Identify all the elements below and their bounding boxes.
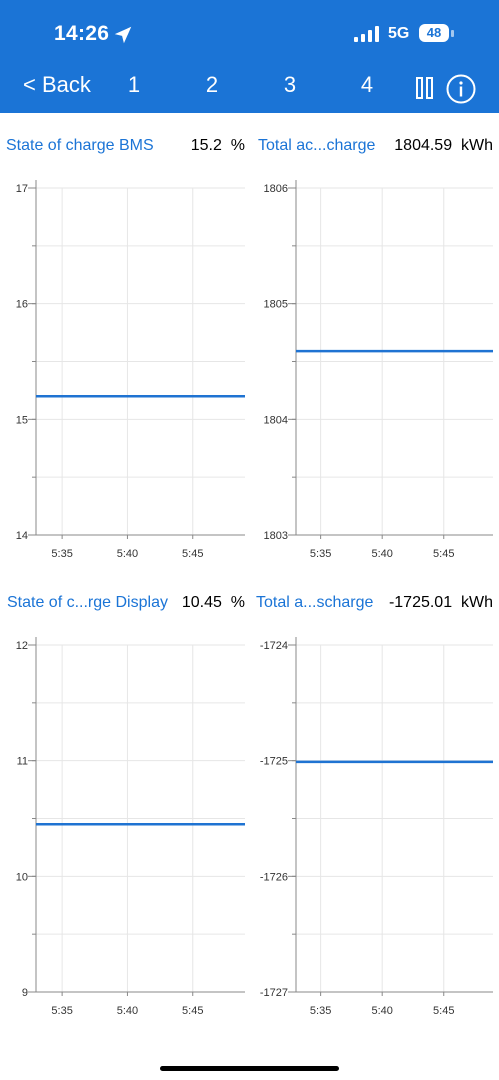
battery-icon: 48 [419, 24, 455, 44]
chart-2-ytick-label: 1805 [264, 299, 288, 311]
chart-2-ytick-label: 1804 [264, 414, 288, 426]
chart-2-unit: kWh [461, 137, 493, 154]
chart-3-ytick-label: 10 [16, 871, 28, 883]
chart-1-ytick-label: 15 [16, 414, 28, 426]
chart-3-ytick-label: 11 [17, 756, 28, 768]
chart-3-ytick-label: 9 [22, 987, 28, 999]
pause-icon[interactable] [416, 77, 434, 99]
chart-1-xtick-label: 5:45 [182, 548, 203, 560]
chart-4-xtick-label: 5:45 [433, 1005, 454, 1017]
chart-1-title: State of charge BMS [6, 137, 154, 154]
chart-4-value: -1725.01 kWh [380, 594, 493, 612]
tab-4[interactable]: 4 [360, 72, 374, 97]
chart-4-ytick-label: -1725 [260, 756, 288, 768]
chart-1-ytick-label: 14 [16, 530, 28, 542]
chart-3-title: State of c...rge Display [7, 594, 168, 611]
chart-1-ytick-label: 16 [16, 299, 28, 311]
chart-3-value: 10.45 % [170, 594, 245, 612]
chart-2-title: Total ac...charge [258, 137, 376, 154]
chart-4-unit: kWh [461, 594, 493, 611]
chart-3-xtick-label: 5:40 [117, 1005, 138, 1017]
signal-bars-icon [354, 26, 379, 42]
chart-2-xtick-label: 5:45 [433, 548, 454, 560]
back-button[interactable]: < Back [23, 72, 91, 97]
chart-4-ytick-label: -1726 [260, 871, 288, 883]
chart-1-ytick-label: 17 [16, 183, 28, 195]
home-indicator [160, 1066, 339, 1071]
chart-3-xtick-label: 5:45 [182, 1005, 203, 1017]
chart-1-value: 15.2 % [160, 137, 245, 155]
chart-2-value-number: 1804.59 [394, 137, 453, 154]
chart-3-unit: % [230, 594, 245, 611]
location-arrow-icon [114, 26, 132, 44]
battery-level: 48 [426, 25, 442, 40]
chart-3-ytick-label: 12 [16, 640, 28, 652]
chart-2-value: 1804.59 kWh [380, 137, 493, 155]
chart-2-ytick-label: 1803 [264, 530, 288, 542]
chart-3-value-number: 10.45 [181, 594, 222, 611]
chart-1-xtick-label: 5:35 [51, 548, 72, 560]
chart-4-ytick-label: -1727 [260, 987, 288, 999]
chart-4-xtick-label: 5:35 [310, 1005, 331, 1017]
chart-4-xtick-label: 5:40 [371, 1005, 392, 1017]
top-bar: 14:26 5G 48 < Back 1 2 3 4 [0, 0, 499, 113]
chart-3-xtick-label: 5:35 [51, 1005, 72, 1017]
chart-1-unit: % [230, 137, 245, 154]
chart-1-xtick-label: 5:40 [117, 548, 138, 560]
info-icon[interactable] [446, 74, 476, 104]
chart-4-title: Total a...scharge [256, 594, 374, 611]
chart-1-value-number: 15.2 [190, 137, 222, 154]
status-time: 14:26 [54, 22, 110, 45]
chart-2-ytick-label: 1806 [264, 183, 288, 195]
chart-2-xtick-label: 5:40 [371, 548, 392, 560]
network-type: 5G [388, 25, 410, 42]
chart-2-xtick-label: 5:35 [310, 548, 331, 560]
tab-3[interactable]: 3 [283, 72, 297, 97]
chart-4-value-number: -1725.01 [388, 594, 453, 611]
tab-2[interactable]: 2 [205, 72, 219, 97]
chart-4-ytick-label: -1724 [260, 640, 288, 652]
tab-1[interactable]: 1 [127, 72, 141, 97]
